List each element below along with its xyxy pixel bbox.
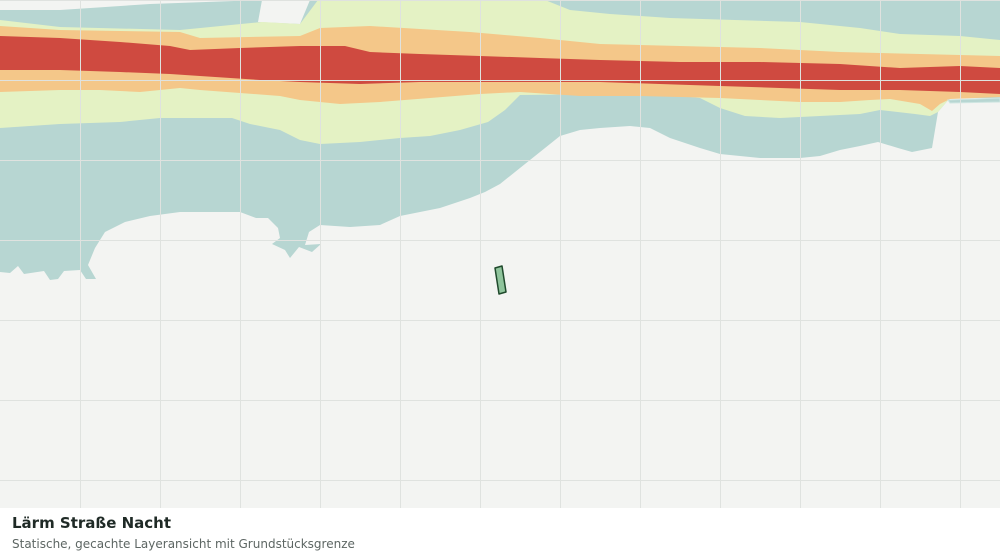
map-view[interactable] [0, 0, 1000, 508]
map-grid [0, 0, 1000, 508]
map-canvas[interactable] [0, 0, 1000, 508]
map-caption [0, 508, 1000, 560]
layer-subtitle: Statische, gecachte Layeransicht mit Gru… [12, 537, 355, 551]
noise-zone-high [0, 36, 1000, 94]
layer-title: Lärm Straße Nacht [12, 514, 172, 532]
property-parcel[interactable] [494, 265, 507, 295]
